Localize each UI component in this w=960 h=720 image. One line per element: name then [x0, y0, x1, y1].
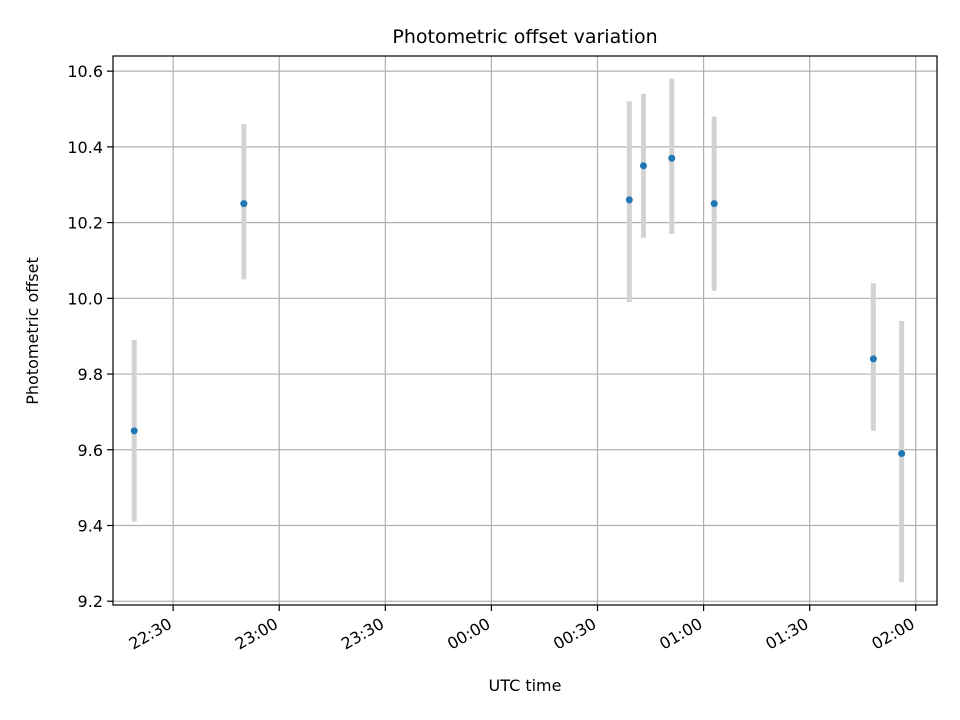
data-points: [130, 154, 906, 458]
y-tick-label: 9.8: [78, 365, 103, 384]
y-tick-label: 9.4: [78, 516, 103, 535]
data-point: [639, 162, 647, 170]
data-point: [130, 427, 138, 435]
y-axis-ticks: 9.2 9.4 9.6 9.8 10.0 10.2 10.4 10.6: [67, 62, 113, 611]
x-tick-label: 00:00: [444, 614, 493, 654]
x-tick-label: 01:00: [656, 614, 705, 654]
chart-title: Photometric offset variation: [392, 26, 657, 48]
plot-area-frame: [112, 55, 938, 606]
error-bars: [131, 78, 905, 583]
data-point: [710, 200, 718, 208]
y-tick-label: 9.2: [78, 592, 103, 611]
x-axis-label: UTC time: [489, 676, 562, 695]
y-tick-label: 10.0: [67, 289, 103, 308]
x-tick-label: 23:00: [232, 614, 281, 654]
x-tick-label: 23:30: [338, 614, 387, 654]
y-tick-label: 10.2: [67, 214, 103, 233]
x-tick-label: 02:00: [868, 614, 917, 654]
y-axis-label: Photometric offset: [23, 257, 42, 405]
x-tick-label: 01:30: [762, 614, 811, 654]
x-tick-label: 22:30: [126, 614, 175, 654]
data-point: [240, 200, 248, 208]
x-tick-label: 00:30: [550, 614, 599, 654]
grid: [113, 56, 937, 605]
y-tick-label: 9.6: [78, 441, 103, 460]
y-tick-label: 10.4: [67, 138, 103, 157]
data-point: [869, 355, 877, 363]
y-tick-label: 10.6: [67, 62, 103, 81]
data-point: [898, 450, 906, 458]
data-point: [668, 154, 676, 162]
data-point: [625, 196, 633, 204]
x-axis-ticks: 22:30 23:00 23:30 00:00 00:30 01:00 01:30 02:00: [126, 605, 918, 654]
